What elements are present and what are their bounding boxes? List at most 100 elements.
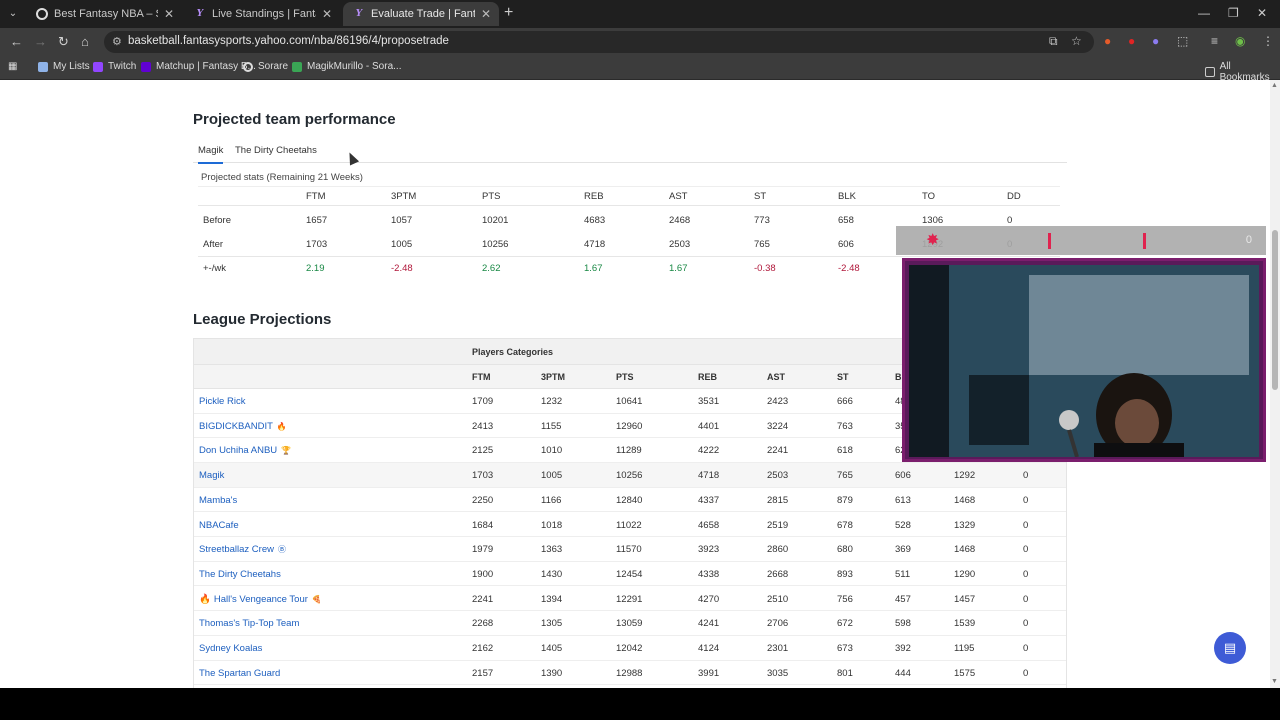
back-icon[interactable]: ← [10, 34, 23, 49]
new-tab-icon[interactable]: + [504, 4, 514, 21]
stat-cell: 1394 [541, 593, 563, 605]
address-bar[interactable]: ⚙ basketball.fantasysports.yahoo.com/nba… [104, 31, 1094, 53]
webcam-scene [909, 265, 1259, 458]
bookmark-my-lists[interactable]: My Lists [38, 61, 90, 72]
column-header-blk: BLK [838, 191, 856, 202]
stat-cell: 0 [1023, 519, 1029, 531]
table-row: Sydney Koalas 2162 1405 12042 4124 2301 673 392… [194, 636, 1066, 661]
minimize-icon[interactable]: — [1198, 6, 1210, 20]
team-name-link[interactable]: The Spartan Guard [199, 668, 280, 679]
stat-cell: 1166 [541, 494, 562, 506]
close-tab-icon[interactable]: ✕ [321, 7, 332, 21]
forward-icon[interactable]: → [34, 34, 47, 49]
stream-overlay-bar: ✸ 0 [896, 226, 1266, 255]
team-name: Hall's Vengeance Tour [213, 593, 308, 605]
stat-value: 606 [838, 239, 854, 250]
stat-cell: 11022 [616, 519, 642, 531]
team-name-link[interactable]: 🔥 Hall's Vengeance Tour 🍕 [199, 594, 322, 605]
reload-icon[interactable]: ↻ [58, 34, 69, 49]
bookmark-label: Sorare [258, 61, 289, 72]
table-row: The Spartan Guard 2157 1390 12988 3991 3035 80… [194, 661, 1066, 686]
team-name: The Spartan Guard [199, 667, 281, 679]
stat-value: 10256 [482, 239, 509, 250]
extensions-puzzle-icon[interactable]: ⬚ [1177, 34, 1189, 48]
media-control-icon[interactable]: ≡ [1211, 34, 1219, 48]
yahoo-icon: Y [196, 9, 204, 19]
yahoo-icon: Y [355, 9, 363, 19]
extension-icon[interactable]: ● [1152, 34, 1160, 48]
stat-cell: 1468 [954, 494, 976, 506]
browser-tab-sorare[interactable]: Best Fantasy NBA – Sorare NBA ✕ [26, 2, 182, 26]
extension-icon[interactable]: ● [1104, 34, 1112, 48]
stat-cell: 12291 [616, 593, 643, 605]
tab-dirty-cheetahs[interactable]: The Dirty Cheetahs [235, 145, 317, 156]
tab-search-icon[interactable]: ⌄ [8, 8, 18, 19]
menu-kebab-icon[interactable]: ⋮ [1262, 34, 1274, 48]
close-tab-icon[interactable]: ✕ [480, 7, 491, 21]
chat-icon[interactable]: ▤ [1214, 632, 1246, 664]
stat-cell: 2250 [472, 494, 494, 506]
players-categories-label: Players Categories [472, 347, 554, 357]
bookmark-matchup[interactable]: Matchup | Fantasy B... [141, 61, 256, 72]
team-name-link[interactable]: Thomas's Tip-Top Team [199, 618, 299, 629]
browser-tab-evaluate-trade[interactable]: Y Evaluate Trade | Fantasy Basketball ✕ [343, 2, 499, 26]
team-name-link[interactable]: Mamba's [199, 495, 237, 506]
bookmark-label: All Bookmarks [1219, 61, 1270, 83]
apps-grid-icon[interactable]: ▦ [8, 61, 18, 72]
column-header-ast: AST [669, 191, 688, 202]
team-name-link[interactable]: NBACafe [199, 520, 239, 531]
stat-cell: 1363 [541, 544, 563, 556]
stat-cell: 1979 [472, 544, 494, 556]
stat-cell: 1684 [472, 519, 494, 531]
scrollbar-thumb[interactable] [1272, 230, 1278, 390]
column-header-reb: REB [698, 372, 718, 382]
row-label: After [203, 239, 224, 250]
stat-cell: 457 [895, 593, 911, 605]
team-name-link[interactable]: Sydney Koalas [199, 643, 262, 654]
projected-table-header [198, 186, 1060, 206]
team-name-link[interactable]: Streetballaz Crew Ⓑ [199, 544, 286, 555]
close-tab-icon[interactable]: ✕ [163, 7, 174, 21]
browser-tab-standings[interactable]: Y Live Standings | Fantasy Basketball ✕ [184, 2, 340, 26]
sorare-icon [243, 61, 253, 72]
stat-cell: 618 [837, 445, 853, 457]
stat-value: 1657 [306, 215, 328, 226]
close-window-icon[interactable]: ✕ [1257, 6, 1268, 20]
stat-value: 765 [754, 239, 770, 250]
install-app-icon[interactable]: ⧉ [1049, 34, 1058, 48]
bookmark-twitch[interactable]: Twitch [93, 61, 136, 72]
site-info-icon[interactable]: ⚙ [112, 36, 122, 48]
stat-value: 1703 [306, 239, 328, 250]
all-bookmarks[interactable]: All Bookmarks [1205, 61, 1280, 83]
team-name-link[interactable]: Pickle Rick [199, 396, 245, 407]
stat-cell: 2268 [472, 618, 494, 630]
team-name-link[interactable]: BIGDICKBANDIT 🔥 [199, 421, 287, 432]
stat-cell: 2241 [767, 445, 789, 457]
stat-cell: 672 [837, 618, 853, 630]
bookmark-sorare[interactable]: Sorare [243, 61, 288, 72]
scroll-up-icon[interactable]: ▲ [1271, 82, 1278, 89]
team-name-link[interactable]: Don Uchiha ANBU 🏆 [199, 445, 291, 456]
stat-cell: 0 [1023, 667, 1029, 679]
profile-avatar-icon[interactable]: ◉ [1235, 34, 1246, 48]
stat-value: 1057 [391, 215, 413, 226]
column-header-pts: PTS [616, 372, 634, 382]
extension-icon[interactable]: ● [1128, 34, 1136, 48]
stat-value: 4718 [584, 239, 606, 250]
stat-cell: 3224 [767, 420, 789, 432]
stat-value: 773 [754, 215, 770, 226]
sheets-icon [292, 61, 302, 72]
stat-cell: 765 [837, 470, 853, 482]
column-header-pts: PTS [482, 191, 501, 202]
scroll-down-icon[interactable]: ▼ [1271, 678, 1278, 685]
team-name-link[interactable]: The Dirty Cheetahs [199, 569, 281, 580]
restore-icon[interactable]: ❐ [1228, 6, 1239, 20]
bookmark-star-icon[interactable]: ☆ [1071, 34, 1082, 48]
tab-magik[interactable]: Magik [198, 145, 224, 164]
team-name: The Dirty Cheetahs [199, 568, 281, 580]
home-icon[interactable]: ⌂ [81, 34, 89, 49]
stat-cell: 1900 [472, 568, 494, 580]
team-name-link[interactable]: Magik [199, 470, 224, 481]
page-scrollbar[interactable]: ▲ ▼ [1270, 80, 1280, 688]
bookmark-magikmurillo[interactable]: MagikMurillo - Sora... [292, 61, 401, 72]
